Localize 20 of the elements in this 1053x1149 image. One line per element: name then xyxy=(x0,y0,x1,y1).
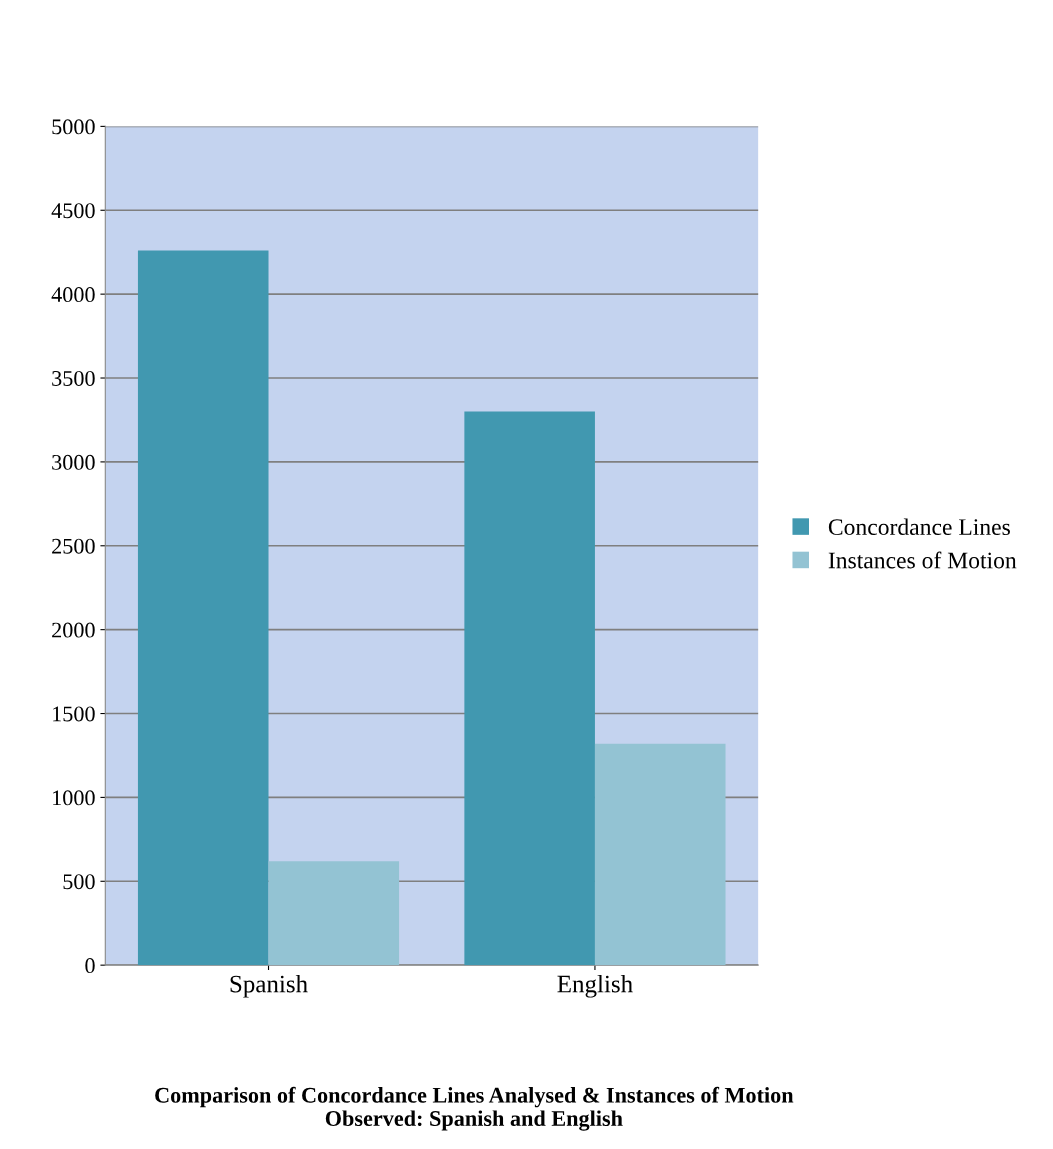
x-tick-label: English xyxy=(557,974,633,998)
y-tick-label: 1000 xyxy=(53,790,95,806)
y-tick-label: 4500 xyxy=(51,203,95,219)
y-tick-label: 3000 xyxy=(52,454,95,470)
bar xyxy=(594,743,726,966)
legend-label: Instances of Motion xyxy=(828,551,1017,569)
legend-label: Concordance Lines xyxy=(828,518,1010,536)
text: Comparison of Concordance Lines Analysed & Instances of Motion Observed: Spanish and English xyxy=(155,1086,794,1131)
bar xyxy=(137,250,269,966)
y-tick-label: 2000 xyxy=(52,622,95,638)
y-tick-label: 1500 xyxy=(53,706,95,722)
y-tick-label: 500 xyxy=(63,874,95,890)
x-tick-label: Spanish xyxy=(230,974,308,998)
y-tick-label: 4000 xyxy=(51,287,95,303)
bar xyxy=(464,411,595,966)
y-tick-label: 2500 xyxy=(52,538,95,554)
bar xyxy=(268,861,400,966)
y-tick-label: 0 xyxy=(85,958,95,974)
y-tick-label: 5000 xyxy=(52,119,95,135)
y-tick-label: 3500 xyxy=(52,370,95,386)
